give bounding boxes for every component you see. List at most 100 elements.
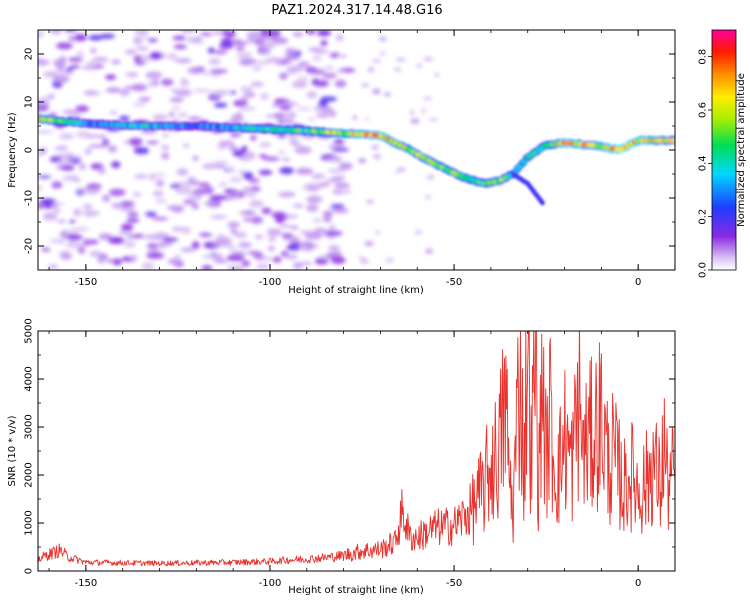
noise-blob bbox=[204, 186, 214, 195]
noise-blob bbox=[145, 71, 162, 79]
noise-blob bbox=[330, 256, 346, 264]
noise-blob bbox=[62, 175, 78, 182]
noise-blob bbox=[39, 198, 57, 205]
noise-blob bbox=[171, 226, 186, 232]
y-tick-label: -10 bbox=[24, 190, 35, 206]
noise-blob bbox=[98, 233, 113, 241]
y-tick-label: 20 bbox=[24, 48, 35, 61]
noise-blob bbox=[409, 110, 415, 115]
noise-blob bbox=[328, 245, 340, 251]
noise-blob bbox=[39, 96, 49, 104]
noise-blob bbox=[229, 176, 243, 183]
noise-blob bbox=[146, 252, 165, 259]
noise-blob bbox=[120, 223, 134, 232]
noise-blob bbox=[38, 175, 52, 179]
noise-blob bbox=[258, 169, 273, 176]
spectrogram-y-axis-label: Frequency (Hz) bbox=[7, 112, 18, 188]
noise-blob bbox=[106, 259, 115, 263]
noise-blob bbox=[212, 160, 230, 166]
x-tick-label: -100 bbox=[259, 578, 282, 589]
noise-blob bbox=[281, 216, 288, 221]
noise-blob bbox=[199, 232, 212, 237]
noise-blob bbox=[340, 54, 347, 58]
noise-blob bbox=[134, 174, 149, 180]
noise-blob bbox=[425, 248, 433, 254]
noise-blob bbox=[416, 64, 423, 68]
noise-blob bbox=[364, 117, 370, 122]
noise-blob bbox=[380, 52, 385, 56]
snr-panel: -150 -100 -50 0 0 1000 2000 3000 4000 5000 Height… bbox=[7, 318, 676, 596]
noise-blob bbox=[287, 235, 300, 243]
noise-blob bbox=[329, 156, 343, 163]
noise-blob bbox=[250, 81, 264, 87]
noise-blob bbox=[235, 46, 245, 51]
x-tick-label: -150 bbox=[75, 578, 98, 589]
noise-blob bbox=[220, 38, 234, 44]
noise-blob bbox=[227, 221, 240, 228]
noise-blob bbox=[38, 58, 46, 66]
noise-blob bbox=[429, 173, 434, 177]
noise-blob bbox=[133, 147, 149, 155]
noise-blob bbox=[214, 237, 232, 244]
noise-blob bbox=[372, 59, 382, 63]
noise-blob bbox=[243, 217, 251, 222]
noise-blob bbox=[198, 182, 211, 188]
noise-blob bbox=[58, 239, 65, 243]
noise-blob bbox=[194, 191, 202, 198]
noise-blob bbox=[208, 58, 221, 65]
noise-blob bbox=[240, 85, 249, 93]
noise-blob bbox=[221, 30, 231, 33]
noise-blob bbox=[65, 67, 74, 72]
noise-blob bbox=[292, 32, 304, 37]
noise-blob bbox=[59, 55, 67, 63]
spectral-ridge bbox=[38, 114, 675, 206]
noise-blob bbox=[132, 192, 142, 197]
noise-blob bbox=[203, 201, 218, 206]
noise-blob bbox=[86, 60, 97, 69]
noise-blob bbox=[152, 114, 168, 122]
noise-blob bbox=[352, 115, 357, 120]
noise-blob bbox=[330, 204, 345, 209]
noise-blob bbox=[133, 35, 151, 40]
y-tick-label: -20 bbox=[24, 238, 35, 254]
noise-blob bbox=[155, 179, 165, 188]
noise-blob bbox=[153, 232, 169, 241]
noise-blob bbox=[38, 202, 46, 210]
noise-blob bbox=[358, 158, 366, 164]
noise-blob bbox=[170, 183, 181, 189]
snr-series-line bbox=[38, 331, 675, 567]
noise-blob bbox=[163, 237, 179, 242]
noise-blob bbox=[125, 49, 137, 55]
noise-blob bbox=[332, 208, 349, 214]
noise-blob bbox=[187, 116, 202, 121]
noise-blob bbox=[52, 207, 61, 215]
noise-blob bbox=[126, 231, 135, 240]
noise-blob bbox=[250, 216, 263, 224]
noise-blob bbox=[218, 182, 228, 187]
noise-blob bbox=[320, 96, 337, 102]
noise-blob bbox=[168, 111, 175, 118]
noise-blob bbox=[167, 53, 178, 61]
noise-blob bbox=[396, 57, 406, 62]
noise-blob bbox=[97, 257, 106, 264]
noise-blob bbox=[172, 35, 187, 41]
noise-blob bbox=[173, 254, 181, 263]
noise-blob bbox=[306, 195, 323, 204]
noise-blob bbox=[284, 47, 297, 56]
colorbar-label: Normalized spectral amplitude bbox=[736, 73, 747, 227]
noise-blob bbox=[155, 198, 167, 204]
noise-blob bbox=[51, 181, 63, 189]
noise-blob bbox=[148, 173, 166, 177]
noise-blob bbox=[367, 67, 375, 72]
noise-blob bbox=[152, 190, 164, 197]
noise-blob bbox=[373, 154, 382, 160]
noise-blob bbox=[123, 85, 142, 90]
noise-blob bbox=[88, 144, 105, 148]
noise-blob bbox=[277, 133, 287, 139]
noise-blob bbox=[256, 264, 269, 269]
noise-blob bbox=[218, 140, 235, 146]
noise-blob bbox=[174, 58, 192, 63]
noise-blob bbox=[68, 57, 83, 62]
noise-blob bbox=[317, 30, 331, 37]
noise-blob bbox=[161, 152, 170, 160]
